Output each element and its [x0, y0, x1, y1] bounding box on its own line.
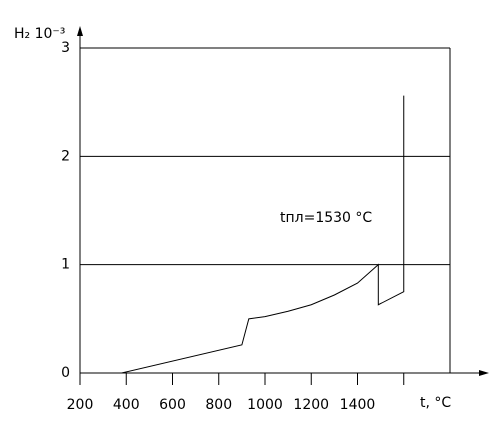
x-tick-label: 1000 [247, 397, 283, 413]
annotation: tпл=1530 °C [280, 210, 372, 226]
y-axis-arrow [77, 26, 83, 36]
y-axis-label: H₂ 10⁻³ [14, 26, 65, 42]
x-tick-label: 200 [67, 397, 94, 413]
x-tick-label: 400 [113, 397, 140, 413]
x-tick-label: 800 [205, 397, 232, 413]
y-tick-label: 3 [61, 40, 70, 56]
x-axis-arrow [479, 370, 489, 376]
y-tick-label: 2 [61, 148, 70, 164]
x-axis-label: t, °C [420, 395, 451, 411]
x-tick-label: 1200 [293, 397, 329, 413]
y-tick-label: 1 [61, 257, 70, 273]
y-tick-label: 0 [61, 365, 70, 381]
x-tick-label: 600 [159, 397, 186, 413]
x-tick-label: 1400 [340, 397, 376, 413]
data-line [121, 95, 405, 374]
